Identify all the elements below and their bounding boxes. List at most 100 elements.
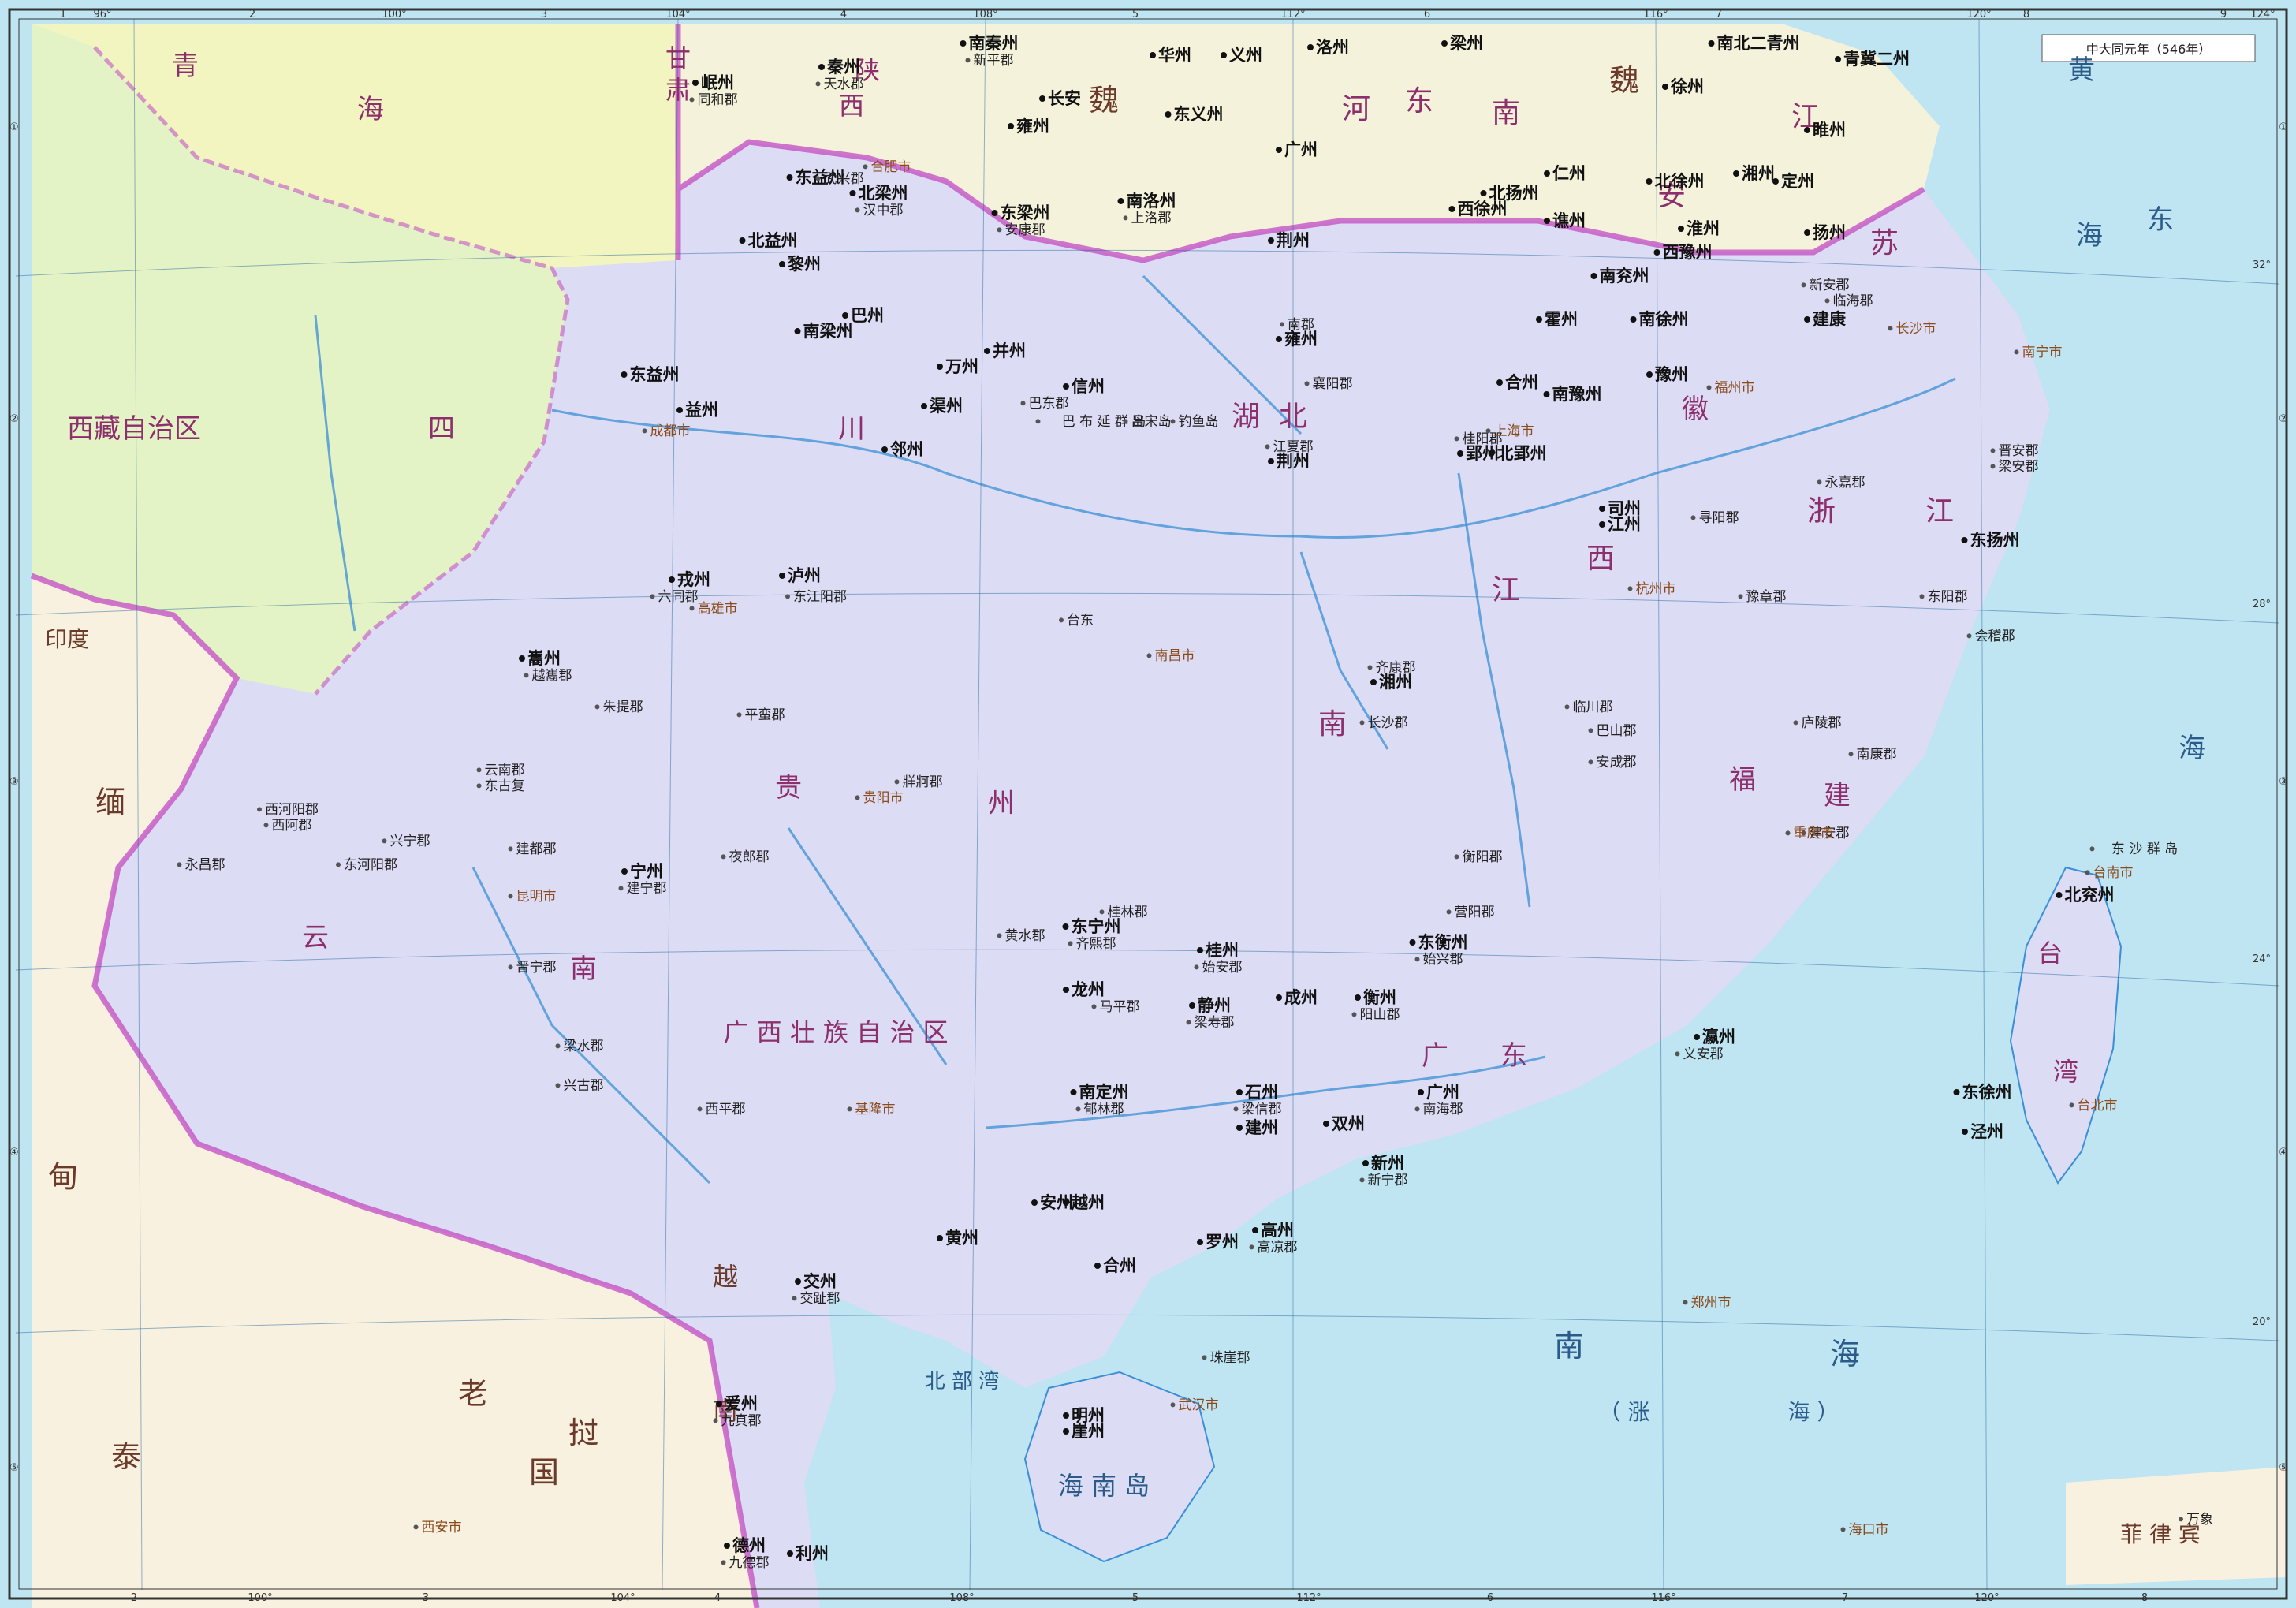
place-marker xyxy=(508,894,513,899)
place-label: 郁林郡 xyxy=(1084,1102,1124,1117)
place-marker xyxy=(1008,123,1014,129)
place-marker xyxy=(1063,987,1069,993)
province-label: 泾州 xyxy=(1970,1122,2003,1141)
province-label: 益州 xyxy=(685,401,718,420)
liang-northern-border xyxy=(675,24,1925,263)
place-marker xyxy=(1793,720,1798,726)
place-marker xyxy=(1409,939,1416,946)
place-label: 营阳郡 xyxy=(1455,905,1495,920)
province-label: 越州 xyxy=(1071,1193,1105,1212)
place-label: 台东 xyxy=(1067,613,1094,629)
place-label: 吕宋岛 xyxy=(1131,414,1172,430)
region-label: 台 xyxy=(2037,938,2063,968)
place-marker xyxy=(1197,1239,1203,1245)
coordinate-grid xyxy=(15,18,2279,1591)
place-marker xyxy=(1990,464,1996,469)
place-marker xyxy=(1966,633,1972,639)
place-marker xyxy=(2085,870,2090,875)
place-label: 齐康郡 xyxy=(1376,660,1416,676)
province-label: 巴州 xyxy=(851,306,884,325)
place-marker xyxy=(413,1524,419,1530)
place-label: 夜郎郡 xyxy=(729,849,770,865)
province-label: 仁州 xyxy=(1552,164,1586,183)
region-label: 国 xyxy=(529,1455,559,1490)
place-marker xyxy=(1414,957,1420,962)
grid-labels: 1 2 3 4 5 6 7 8 9 2 3 4 5 6 7 8 ① ① ② ② ③ ③ ④ ④ ⑤ ⑤ 96° 100° 104° 108… xyxy=(9,9,2288,1604)
place-label: 成都市 xyxy=(650,423,691,439)
place-marker xyxy=(779,573,785,579)
region-label: 越 xyxy=(713,1262,738,1292)
place-label: 钓鱼岛 xyxy=(1179,414,1219,430)
place-label: 云南郡 xyxy=(485,763,525,778)
place-label: 安康郡 xyxy=(1005,222,1046,238)
place-marker xyxy=(1233,1106,1239,1112)
place-marker xyxy=(1099,909,1105,915)
region-label: 河 xyxy=(1342,93,1370,125)
province-label: 睢州 xyxy=(1813,121,1846,140)
place-marker xyxy=(882,446,888,453)
place-marker xyxy=(787,1550,793,1557)
place-marker xyxy=(997,933,1002,938)
province-label: 北兖州 xyxy=(2065,886,2115,905)
place-marker xyxy=(1117,198,1124,204)
tuyuhun-territory xyxy=(32,24,678,268)
region-label: 甸 xyxy=(48,1159,78,1194)
province-label: 豫州 xyxy=(1655,365,1688,384)
era-note: 中大同元年（546年） xyxy=(2086,42,2212,57)
place-marker xyxy=(689,606,695,611)
place-label: 上洛郡 xyxy=(1131,211,1172,226)
place-marker xyxy=(2014,349,2019,355)
place-label: 南康郡 xyxy=(1857,747,1897,763)
place-marker xyxy=(1485,428,1491,434)
place-marker xyxy=(960,40,967,47)
place-marker xyxy=(1733,170,1739,177)
province-label: 北梁州 xyxy=(859,184,908,203)
place-marker xyxy=(1599,521,1605,528)
province-label: 黎州 xyxy=(788,255,821,274)
province-label: 成州 xyxy=(1284,988,1318,1007)
place-label: 新平郡 xyxy=(974,53,1014,69)
longitude-label-top: 100° xyxy=(382,9,406,21)
place-marker xyxy=(739,237,746,244)
longitude-label-bottom: 100° xyxy=(248,1592,272,1604)
region-label: 魏 xyxy=(1089,83,1119,118)
place-marker xyxy=(855,795,860,800)
place-marker xyxy=(937,364,943,370)
region-label: 陕 xyxy=(855,55,880,85)
place-marker xyxy=(555,1043,561,1049)
place-marker xyxy=(555,1083,561,1088)
place-marker xyxy=(965,58,971,63)
province-label: 崖州 xyxy=(1072,1422,1105,1441)
place-marker xyxy=(1146,653,1152,658)
region-label: 湾 xyxy=(2053,1057,2078,1087)
place-marker xyxy=(1990,448,1996,453)
grid-col-bottom: 3 xyxy=(423,1592,429,1604)
region-label: 南 xyxy=(1318,708,1347,741)
place-label: 朱提郡 xyxy=(603,700,643,715)
place-marker xyxy=(1236,1125,1243,1131)
place-marker xyxy=(863,164,868,170)
place-marker xyxy=(519,655,525,662)
province-label: 秦州 xyxy=(826,58,860,76)
place-label: 东河阳郡 xyxy=(344,857,397,873)
place-marker xyxy=(2179,1517,2183,1522)
place-marker xyxy=(1738,594,1743,599)
province-label: 谯州 xyxy=(1552,211,1586,230)
province-label: 东衡州 xyxy=(1418,933,1468,952)
place-marker xyxy=(1370,679,1377,685)
map-inner-frame xyxy=(18,18,2278,1590)
place-marker xyxy=(1202,1355,1207,1360)
place-label: 长沙市 xyxy=(1896,321,1936,337)
grid-row-left: ① xyxy=(9,121,19,133)
place-marker xyxy=(1953,1089,1960,1095)
place-marker xyxy=(1418,1089,1424,1095)
latitude-label: 24° xyxy=(2253,953,2271,965)
place-marker xyxy=(721,854,726,860)
place-label: 台北市 xyxy=(2078,1098,2118,1114)
place-marker xyxy=(1785,830,1791,836)
region-label: 四 xyxy=(428,413,455,445)
grid-col-bottom: 2 xyxy=(131,1592,137,1604)
place-label: 新宁郡 xyxy=(1368,1173,1408,1188)
place-marker xyxy=(724,1543,730,1549)
